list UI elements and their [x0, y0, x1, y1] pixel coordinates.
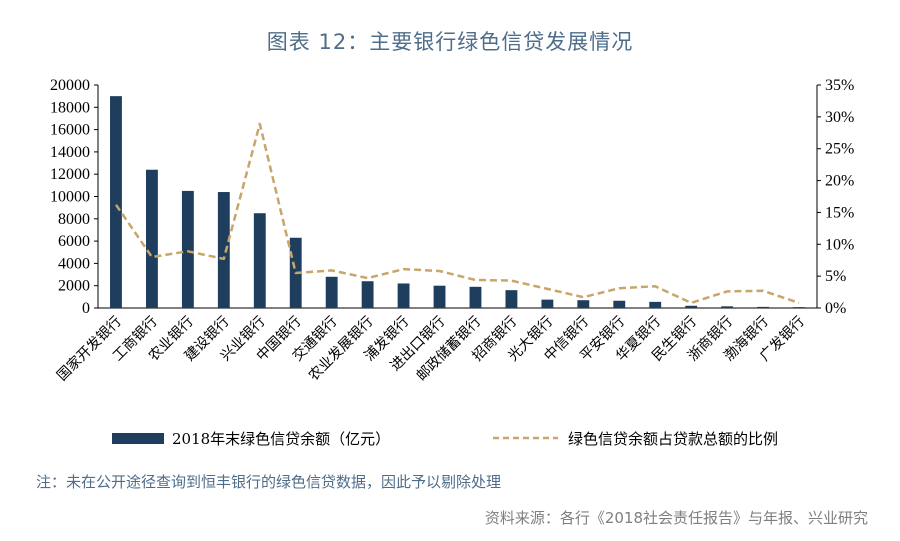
- right-tick-label: 30%: [825, 109, 854, 126]
- right-tick-label: 35%: [825, 77, 854, 94]
- ratio-line-path: [114, 122, 800, 305]
- bar: [505, 290, 518, 308]
- bar: [253, 213, 266, 308]
- bar: [217, 192, 230, 308]
- bar: [577, 300, 590, 308]
- right-tick-label: 20%: [825, 173, 854, 190]
- bar: [685, 305, 698, 308]
- bar: [541, 299, 554, 308]
- left-tick-label: 2000: [58, 278, 90, 295]
- left-tick-label: 16000: [50, 122, 90, 139]
- bar: [613, 300, 626, 308]
- bar: [649, 301, 662, 308]
- left-tick-label: 4000: [58, 255, 90, 272]
- right-tick-label: 0%: [825, 300, 846, 317]
- right-axis-ticks: 0% 5% 10% 15% 20% 25% 30% 35%: [817, 77, 854, 317]
- left-axis-ticks: 0 2000 4000 6000 8000 10000 12000 14000 16000 180…: [50, 77, 98, 317]
- left-tick-label: 8000: [58, 211, 90, 228]
- right-tick-label: 25%: [825, 141, 854, 158]
- legend-bar-swatch: [112, 433, 164, 444]
- bar: [433, 285, 446, 308]
- right-tick-label: 10%: [825, 236, 854, 253]
- chart-title: 图表 12：主要银行绿色信贷发展情况: [266, 30, 634, 54]
- right-tick-label: 15%: [825, 204, 854, 221]
- left-tick-label: 12000: [50, 166, 90, 183]
- axes: [97, 85, 818, 309]
- bar: [757, 306, 770, 308]
- bar: [397, 283, 410, 308]
- bar: [721, 306, 734, 308]
- bar: [110, 96, 122, 309]
- left-tick-label: 6000: [58, 233, 90, 250]
- bar: [325, 276, 338, 308]
- ratio-line: [114, 122, 800, 305]
- category-labels: 国家开发银行工商银行农业银行建设银行兴业银行中国银行交通银行农业发展银行浦发银行…: [53, 313, 807, 384]
- legend-bar-label: 2018年末绿色信贷余额（亿元）: [172, 430, 390, 448]
- source-text: 资料来源：各行《2018社会责任报告》与年报、兴业研究: [484, 509, 868, 527]
- bar: [181, 190, 194, 308]
- bar: [145, 169, 158, 308]
- left-tick-label: 18000: [50, 99, 90, 116]
- bar: [469, 286, 482, 308]
- bar: [361, 281, 374, 308]
- legend-line-label: 绿色信贷余额占贷款总额的比例: [568, 430, 778, 448]
- legend: 2018年末绿色信贷余额（亿元） 绿色信贷余额占贷款总额的比例: [112, 430, 778, 448]
- footnote: 注：未在公开途径查询到恒丰银行的绿色信贷数据，因此予以剔除处理: [36, 473, 502, 491]
- left-tick-label: 10000: [50, 189, 90, 206]
- left-tick-label: 14000: [50, 144, 90, 161]
- bar: [793, 307, 805, 308]
- left-tick-label: 0: [82, 300, 90, 317]
- right-tick-label: 5%: [825, 268, 846, 285]
- left-tick-label: 20000: [50, 77, 90, 94]
